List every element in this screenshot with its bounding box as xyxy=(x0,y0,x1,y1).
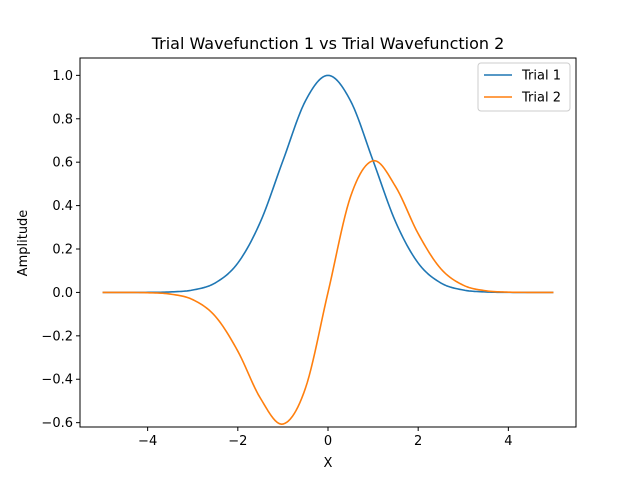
y-tick-label: 0.6 xyxy=(52,156,73,171)
x-tick-label: 2 xyxy=(414,434,422,449)
x-tick-label: 0 xyxy=(324,434,332,449)
legend-label-1: Trial 1 xyxy=(521,69,561,84)
y-axis-label: Amplitude xyxy=(16,210,31,277)
x-tick-label: 4 xyxy=(504,434,512,449)
legend-label-2: Trial 2 xyxy=(521,91,561,106)
y-tick-label: 1.0 xyxy=(52,69,73,84)
x-tick-label: −4 xyxy=(138,434,157,449)
y-tick-label: 0.8 xyxy=(52,112,73,127)
y-tick-label: 0.4 xyxy=(52,199,73,214)
series-line-2 xyxy=(102,159,554,425)
x-tick-label: −2 xyxy=(228,434,247,449)
series-line-1 xyxy=(102,74,554,294)
y-tick-label: 0.0 xyxy=(52,286,73,301)
y-tick-label: 0.2 xyxy=(52,243,73,258)
chart-title: Trial Wavefunction 1 vs Trial Wavefuncti… xyxy=(151,34,505,53)
y-tick-label: −0.2 xyxy=(41,329,73,344)
legend: Trial 1 Trial 2 xyxy=(477,62,571,112)
plot-area: −4 −2 0 2 4 −0.6 −0.4 −0.2 0.0 0.2 0.4 0.6 0.8 1.0 xyxy=(41,57,577,449)
x-axis-label: X xyxy=(324,456,333,471)
y-tick-label: −0.6 xyxy=(41,416,73,431)
y-tick-label: −0.4 xyxy=(41,373,73,388)
